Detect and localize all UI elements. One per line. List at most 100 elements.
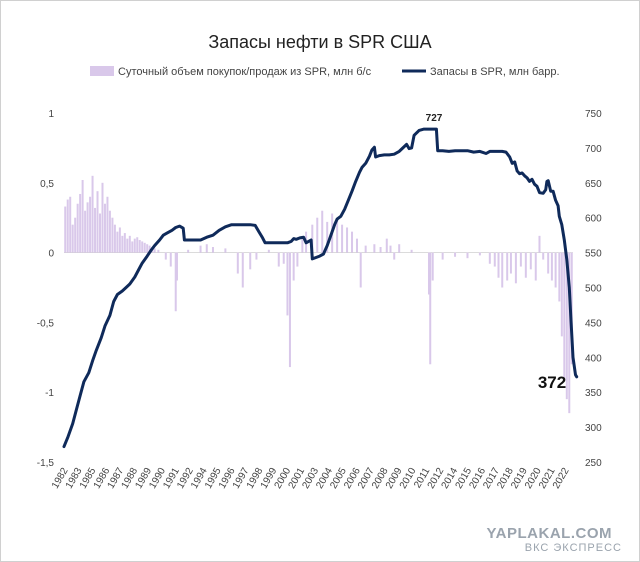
bar bbox=[81, 180, 84, 253]
right-tick-label: 700 bbox=[585, 144, 602, 155]
bar bbox=[118, 227, 121, 253]
right-tick-label: 250 bbox=[585, 458, 602, 469]
watermark: YAPLAKAL.COM ВКС ЭКСПРЕСС bbox=[487, 525, 622, 554]
bar bbox=[141, 241, 144, 253]
bar bbox=[301, 238, 304, 253]
left-tick-label: -0,5 bbox=[37, 318, 55, 329]
bar bbox=[113, 224, 116, 253]
bar bbox=[123, 233, 126, 253]
bar bbox=[514, 252, 517, 284]
spr-stocks-line bbox=[62, 127, 579, 449]
bar bbox=[316, 217, 319, 253]
bar bbox=[128, 235, 131, 253]
x-axis: 1982198319851986198719881989199019911992… bbox=[50, 466, 572, 491]
bar bbox=[282, 252, 285, 264]
bar bbox=[560, 252, 563, 337]
bar bbox=[550, 252, 553, 281]
bar bbox=[292, 252, 295, 281]
right-tick-label: 600 bbox=[585, 214, 602, 225]
left-axis: 1 0,5 0 -0,5 -1 -1,5 bbox=[37, 109, 55, 469]
right-tick-label: 400 bbox=[585, 353, 602, 364]
bar bbox=[121, 235, 124, 253]
bar bbox=[277, 252, 280, 267]
bar bbox=[175, 252, 178, 281]
bar bbox=[568, 252, 571, 414]
legend-swatch-bar bbox=[90, 66, 114, 76]
bar bbox=[393, 252, 396, 260]
bar bbox=[103, 203, 106, 253]
bar bbox=[389, 245, 392, 253]
bar bbox=[101, 182, 104, 253]
bar bbox=[373, 244, 376, 253]
annotation-max: 727 bbox=[426, 113, 443, 124]
bar bbox=[336, 219, 339, 253]
bar bbox=[454, 252, 457, 257]
bar bbox=[509, 252, 512, 274]
bar bbox=[143, 242, 146, 253]
bar bbox=[133, 238, 136, 253]
bar bbox=[398, 244, 401, 253]
bar bbox=[538, 235, 541, 253]
bar bbox=[364, 245, 367, 253]
bar bbox=[431, 252, 434, 281]
bar bbox=[99, 213, 102, 253]
bar bbox=[64, 206, 67, 253]
watermark-text: YAPLAKAL.COM bbox=[487, 525, 612, 542]
bar bbox=[174, 252, 177, 312]
bar bbox=[355, 238, 358, 253]
right-tick-label: 350 bbox=[585, 388, 602, 399]
bar bbox=[547, 252, 550, 274]
bar bbox=[199, 245, 202, 253]
bar bbox=[116, 231, 119, 253]
bar bbox=[76, 203, 79, 253]
bar bbox=[157, 249, 160, 253]
bar bbox=[506, 252, 509, 281]
bar bbox=[255, 252, 258, 260]
line-series bbox=[62, 127, 579, 449]
bar bbox=[565, 252, 568, 400]
bar bbox=[164, 252, 167, 260]
bar bbox=[341, 224, 344, 253]
bar bbox=[554, 252, 557, 288]
bar bbox=[69, 196, 72, 253]
bar bbox=[311, 224, 314, 253]
bar bbox=[94, 207, 97, 253]
left-tick-label: -1 bbox=[45, 388, 54, 399]
legend-label-line: Запасы в SPR, млн барр. bbox=[430, 66, 560, 78]
bar bbox=[236, 252, 239, 274]
bar bbox=[106, 196, 109, 253]
bar bbox=[429, 252, 432, 365]
bar bbox=[126, 238, 129, 253]
right-axis: 750 700 650 600 550 500 450 400 350 300 250 bbox=[585, 109, 602, 469]
chart-title: Запасы нефти в SPR США bbox=[208, 32, 431, 52]
bar bbox=[84, 210, 87, 253]
bar bbox=[441, 252, 444, 260]
bar bbox=[529, 252, 532, 270]
bar bbox=[148, 245, 151, 253]
bar bbox=[427, 252, 430, 295]
annotation-current: 372 bbox=[538, 373, 566, 392]
left-tick-label: 0 bbox=[48, 249, 54, 260]
bar bbox=[501, 252, 504, 288]
bar bbox=[542, 252, 545, 260]
bar bbox=[493, 252, 496, 267]
bar bbox=[138, 240, 141, 253]
right-tick-label: 650 bbox=[585, 179, 602, 190]
bar bbox=[524, 252, 527, 278]
bar bbox=[86, 202, 89, 253]
bar bbox=[346, 227, 349, 253]
left-tick-label: 0,5 bbox=[40, 179, 54, 190]
bar bbox=[211, 247, 214, 253]
watermark-subtext: ВКС ЭКСПРЕСС bbox=[525, 542, 622, 554]
bar bbox=[91, 175, 94, 253]
bar bbox=[478, 252, 481, 256]
bar bbox=[89, 196, 92, 253]
left-tick-label: 1 bbox=[48, 109, 54, 120]
bar bbox=[326, 221, 329, 253]
legend: Суточный объем покупок/продаж из SPR, мл… bbox=[90, 66, 560, 78]
right-tick-label: 450 bbox=[585, 318, 602, 329]
bar bbox=[288, 252, 291, 368]
bar bbox=[79, 193, 82, 253]
